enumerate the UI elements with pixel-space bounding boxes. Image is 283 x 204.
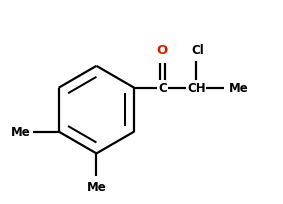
Text: Cl: Cl [191,44,204,57]
Text: C: C [158,82,167,95]
Text: Me: Me [87,180,106,193]
Text: O: O [157,44,168,57]
Text: CH: CH [187,82,205,95]
Text: Me: Me [229,82,248,95]
Text: Me: Me [11,125,31,138]
